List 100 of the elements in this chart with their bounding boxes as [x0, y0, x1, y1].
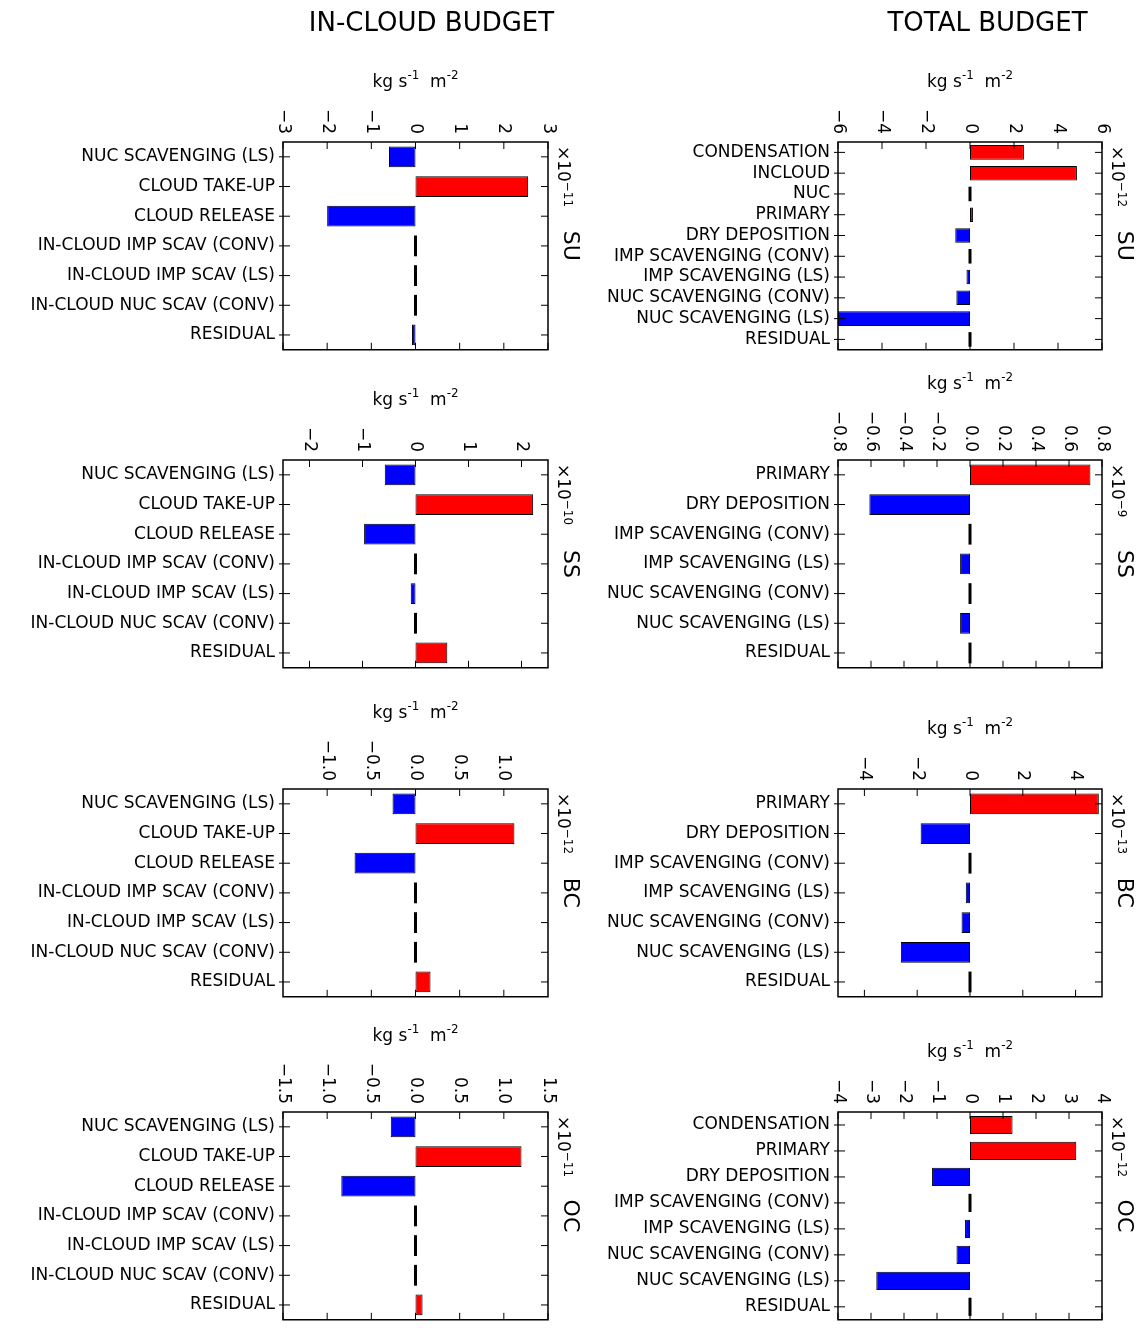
y-tick-label: IMP SCAVENGING (CONV)	[614, 522, 830, 543]
x-tick-label: −0.4	[895, 410, 916, 452]
text: ×10−10	[554, 464, 575, 525]
y-tick-label: IN-CLOUD IMP SCAV (CONV)	[37, 1204, 275, 1225]
x-tick-label: −4	[855, 755, 876, 781]
y-tick-label: DRY DEPOSITION	[685, 821, 830, 842]
x-tick-label: −2	[908, 755, 929, 781]
y-tick-label: CLOUD RELEASE	[134, 851, 275, 872]
y-tick-label: IMP SCAVENGING (LS)	[643, 1217, 830, 1238]
x-tick-label: 1.0	[495, 1076, 516, 1104]
chart-title: IN-CLOUD BUDGET	[307, 7, 556, 37]
y-tick-label: NUC SCAVENGING (LS)	[636, 1269, 830, 1290]
x-tick-label: 1	[451, 123, 472, 134]
y-tick-label: DRY DEPOSITION	[685, 223, 830, 244]
x-tick-label: 1	[460, 441, 481, 452]
y-tick-label: CONDENSATION	[692, 1113, 830, 1134]
x-tick-label: −3	[862, 1078, 883, 1104]
y2-axis-title: SU	[1113, 230, 1137, 261]
y-tick-label: IN-CLOUD IMP SCAV (LS)	[66, 911, 275, 932]
y-tick-label: NUC SCAVENGING (LS)	[636, 611, 830, 632]
x-tick-label: 2	[1014, 770, 1035, 781]
y2-axis-title: OC	[559, 1199, 585, 1233]
y-tick-label: PRIMARY	[755, 463, 831, 484]
x-tick-label: −4	[829, 1078, 850, 1104]
y-tick-label: CLOUD TAKE-UP	[138, 492, 275, 513]
x-tick-label: 0	[961, 1093, 982, 1104]
y-tick-label: IN-CLOUD NUC SCAV (CONV)	[30, 611, 275, 632]
y-tick-label: NUC SCAVENGING (CONV)	[606, 582, 830, 603]
y-tick-label: IN-CLOUD NUC SCAV (CONV)	[30, 1263, 275, 1284]
x-tick-label: 1.0	[495, 753, 516, 781]
x-tick-label: 0.4	[1027, 424, 1048, 452]
y-tick-label: PRIMARY	[755, 203, 831, 224]
y-tick-label: CONDENSATION	[692, 140, 830, 161]
x-tick-label: 1	[994, 1093, 1015, 1104]
x-tick-label: 0.5	[451, 753, 472, 781]
chart-title: TOTAL BUDGET	[886, 7, 1089, 37]
x-tick-label: 0	[961, 123, 982, 134]
x-tick-label: −0.6	[862, 410, 883, 452]
y-tick-label: RESIDUAL	[745, 327, 831, 348]
x-tick-label: 3	[1060, 1093, 1081, 1104]
x-tick-label: 0.6	[1060, 424, 1081, 452]
y-tick-label: CLOUD RELEASE	[134, 1174, 275, 1195]
x-tick-label: −1	[928, 1078, 949, 1104]
text: ×10−12	[1108, 1116, 1129, 1177]
y-tick-label: IMP SCAVENGING (LS)	[643, 265, 830, 286]
y-tick-label: IN-CLOUD IMP SCAV (CONV)	[37, 234, 275, 255]
y2-axis-title: SU	[559, 230, 585, 261]
y-tick-label: CLOUD RELEASE	[134, 522, 275, 543]
y-tick-label: RESIDUAL	[745, 641, 831, 662]
y2-axis-title: SS	[559, 549, 585, 578]
y2-axis-title: BC	[1113, 877, 1137, 908]
x-tick-label: 6	[1093, 123, 1114, 134]
y-tick-label: NUC SCAVENGING (CONV)	[606, 1243, 830, 1264]
x-tick-label: 4	[1067, 770, 1088, 781]
y-tick-label: IN-CLOUD IMP SCAV (CONV)	[37, 881, 275, 902]
x-tick-label: 0	[961, 770, 982, 781]
x-tick-label: −2	[301, 426, 322, 452]
y-tick-label: NUC SCAVENGING (CONV)	[606, 911, 830, 932]
y-tick-label: RESIDUAL	[745, 970, 831, 991]
y-tick-label: NUC SCAVENGING (LS)	[81, 1115, 275, 1136]
y2-axis-title: BC	[559, 877, 585, 908]
x-tick-label: 2	[495, 123, 516, 134]
x-tick-label: 4	[1093, 1093, 1114, 1104]
y-tick-label: RESIDUAL	[745, 1295, 831, 1316]
y-tick-label: PRIMARY	[755, 1139, 831, 1160]
x-tick-label: 0.0	[961, 424, 982, 452]
x-tick-label: −2	[318, 108, 339, 134]
x-tick-label: −1	[362, 108, 383, 134]
y-tick-label: RESIDUAL	[190, 1293, 276, 1314]
text: ×10−12	[554, 793, 575, 854]
y-tick-label: RESIDUAL	[190, 641, 276, 662]
y-tick-label: CLOUD TAKE-UP	[138, 174, 275, 195]
x-tick-label: −0.2	[928, 410, 949, 452]
x-tick-label: 2	[1027, 1093, 1048, 1104]
x-tick-label: 3	[539, 123, 560, 134]
x-tick-label: 0.0	[407, 753, 428, 781]
y-tick-label: IMP SCAVENGING (CONV)	[614, 244, 830, 265]
y-tick-label: CLOUD TAKE-UP	[138, 821, 275, 842]
y-tick-label: CLOUD RELEASE	[134, 204, 275, 225]
text: ×10−11	[554, 1116, 575, 1177]
x-tick-label: 0.2	[994, 424, 1015, 452]
x-tick-label: −2	[917, 108, 938, 134]
x-tick-label: 0	[407, 123, 428, 134]
y-tick-label: IN-CLOUD NUC SCAV (CONV)	[30, 293, 275, 314]
y-tick-label: IN-CLOUD NUC SCAV (CONV)	[30, 940, 275, 961]
y-tick-label: DRY DEPOSITION	[685, 492, 830, 513]
x-tick-label: −1.0	[318, 739, 339, 781]
x-tick-label: 0.0	[407, 1076, 428, 1104]
y-tick-label: NUC SCAVENGING (LS)	[81, 463, 275, 484]
x-tick-label: −1.0	[318, 1062, 339, 1104]
x-tick-label: 0.5	[451, 1076, 472, 1104]
x-tick-label: −1	[354, 426, 375, 452]
y-tick-label: PRIMARY	[755, 792, 831, 813]
text: ×10−11	[554, 146, 575, 207]
x-tick-label: −2	[895, 1078, 916, 1104]
x-tick-label: 1.5	[539, 1076, 560, 1104]
x-tick-label: 4	[1049, 123, 1070, 134]
y-tick-label: IN-CLOUD IMP SCAV (CONV)	[37, 552, 275, 573]
y-tick-label: IMP SCAVENGING (CONV)	[614, 1191, 830, 1212]
y-tick-label: RESIDUAL	[190, 970, 276, 991]
